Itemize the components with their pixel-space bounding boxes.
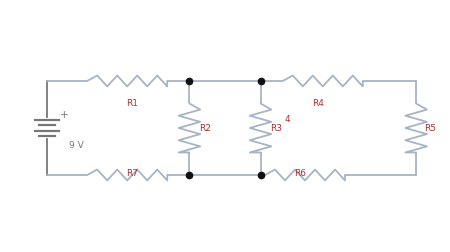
Text: R3: R3	[270, 124, 282, 133]
Text: R5: R5	[424, 124, 436, 133]
Text: R2: R2	[199, 124, 211, 133]
Text: 4: 4	[285, 114, 291, 123]
Text: R6: R6	[295, 169, 306, 178]
Text: R7: R7	[126, 169, 138, 178]
Text: 9 V: 9 V	[69, 140, 84, 149]
Text: R1: R1	[126, 99, 138, 108]
Text: R4: R4	[312, 99, 324, 108]
Text: +: +	[60, 110, 68, 120]
